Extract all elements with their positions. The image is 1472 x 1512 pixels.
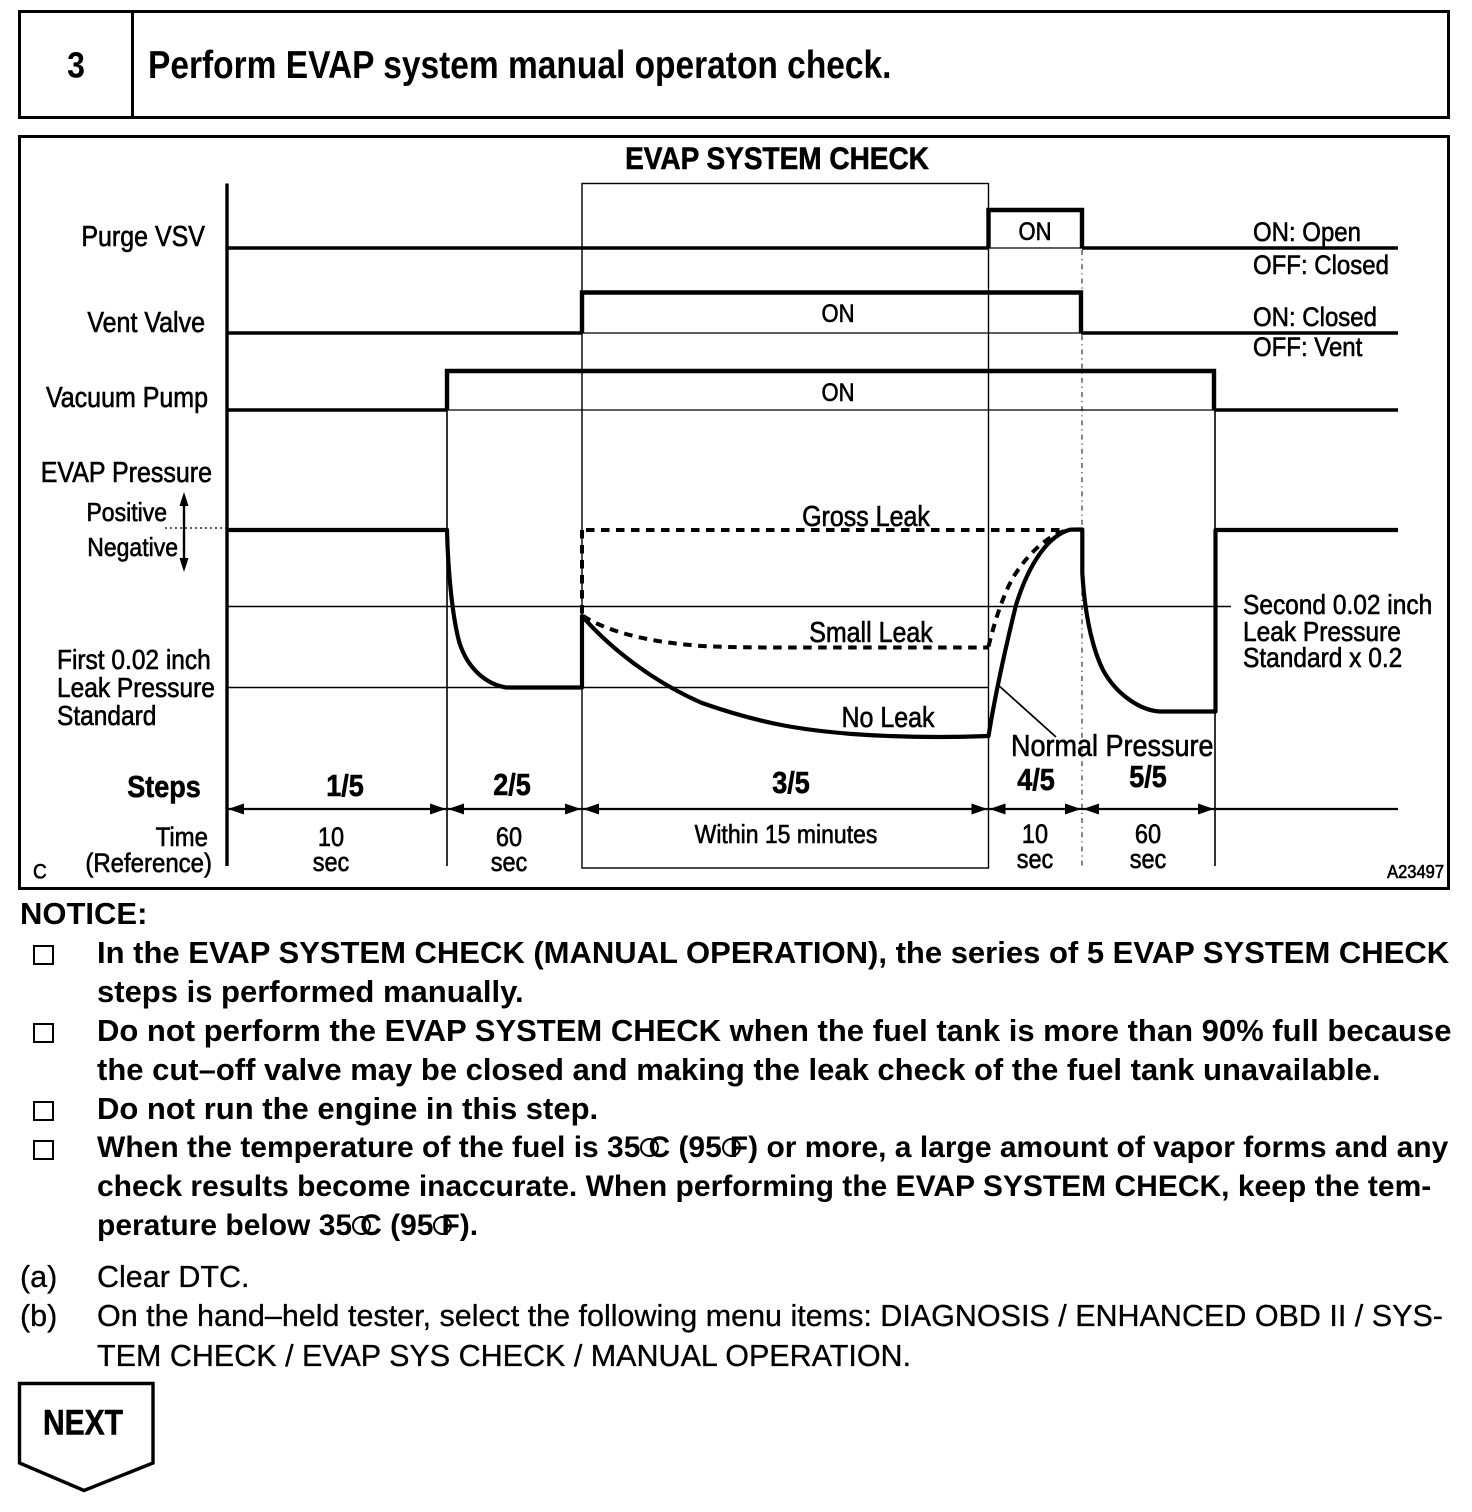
- svg-text:Vent Valve: Vent Valve: [87, 307, 205, 339]
- svg-text:Second 0.02 inch: Second 0.02 inch: [1243, 589, 1432, 621]
- svg-text:OFF: Closed: OFF: Closed: [1253, 251, 1389, 281]
- svg-text:Standard x 0.2: Standard x 0.2: [1243, 642, 1402, 674]
- svg-text:sec: sec: [1130, 845, 1167, 875]
- svg-text:(Reference): (Reference): [85, 849, 212, 879]
- svg-text:Normal Pressure: Normal Pressure: [1011, 730, 1213, 764]
- svg-text:Time: Time: [156, 823, 208, 853]
- svg-text:5/5: 5/5: [1129, 761, 1167, 795]
- svg-text:ON: Closed: ON: Closed: [1253, 303, 1377, 333]
- svg-text:First 0.02 inch: First 0.02 inch: [57, 644, 211, 676]
- svg-text:Standard: Standard: [57, 700, 156, 732]
- svg-text:10: 10: [1022, 820, 1048, 850]
- svg-text:1/5: 1/5: [326, 770, 364, 804]
- svg-text:sec: sec: [313, 848, 350, 878]
- svg-text:Within 15 minutes: Within 15 minutes: [695, 821, 878, 850]
- svg-text:C: C: [33, 861, 47, 884]
- svg-text:EVAP SYSTEM CHECK: EVAP SYSTEM CHECK: [625, 142, 929, 177]
- svg-text:Positive: Positive: [86, 499, 167, 528]
- svg-text:ON: ON: [822, 379, 855, 407]
- svg-text:sec: sec: [1017, 845, 1054, 875]
- svg-text:Vacuum Pump: Vacuum Pump: [46, 382, 208, 414]
- svg-text:10: 10: [318, 823, 344, 853]
- svg-text:ON: ON: [822, 300, 855, 328]
- svg-text:2/5: 2/5: [493, 769, 531, 803]
- svg-text:No Leak: No Leak: [841, 702, 935, 734]
- svg-text:NEXT: NEXT: [43, 1402, 123, 1442]
- svg-text:60: 60: [496, 823, 522, 853]
- svg-text:Small Leak: Small Leak: [809, 617, 933, 649]
- svg-text:Gross Leak: Gross Leak: [802, 501, 930, 533]
- svg-text:Leak Pressure: Leak Pressure: [57, 672, 215, 704]
- svg-text:ON: ON: [1019, 218, 1052, 246]
- svg-text:Leak Pressure: Leak Pressure: [1243, 616, 1401, 648]
- svg-text:A23497: A23497: [1387, 861, 1444, 882]
- svg-text:ON: Open: ON: Open: [1253, 218, 1361, 248]
- svg-text:OFF: Vent: OFF: Vent: [1253, 333, 1362, 363]
- svg-text:Steps: Steps: [127, 771, 200, 805]
- svg-text:Negative: Negative: [87, 534, 178, 563]
- svg-text:sec: sec: [491, 848, 528, 878]
- svg-text:Purge VSV: Purge VSV: [81, 221, 205, 253]
- svg-text:EVAP Pressure: EVAP Pressure: [41, 457, 212, 489]
- svg-text:3/5: 3/5: [772, 767, 810, 801]
- svg-text:60: 60: [1135, 820, 1161, 850]
- svg-text:4/5: 4/5: [1017, 764, 1055, 798]
